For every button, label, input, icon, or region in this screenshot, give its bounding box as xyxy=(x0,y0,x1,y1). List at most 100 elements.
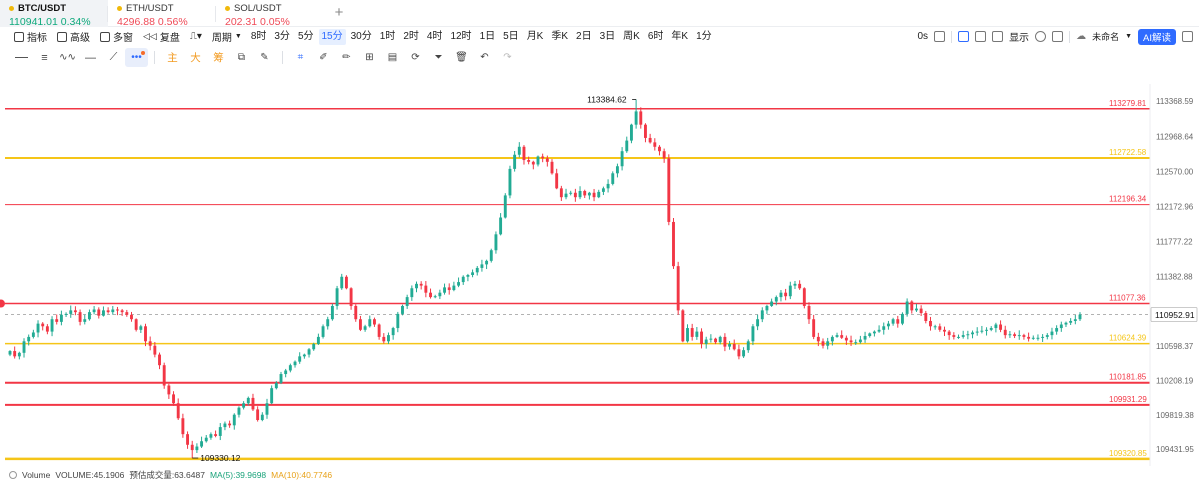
timeframe-14[interactable]: 3日 xyxy=(599,30,616,42)
multi-chart-button[interactable]: 多窗 xyxy=(95,28,138,46)
candle-body xyxy=(872,331,876,334)
timeframe-7[interactable]: 4时 xyxy=(426,30,443,42)
candlestick-chart[interactable]: 113279.81 112722.58 112196.34 111077.36 1106… xyxy=(0,84,1199,466)
ticker-tab-sol[interactable]: SOL/USDT 202.31 0.05% xyxy=(216,0,324,28)
timeframe-2[interactable]: 5分 xyxy=(297,30,314,42)
parallel-lines-tool[interactable]: ≡ xyxy=(33,48,56,67)
timeframe-10[interactable]: 5日 xyxy=(503,30,519,42)
ai-interpret-button[interactable]: AI解读 xyxy=(1138,28,1176,45)
horizontal-ray-tool[interactable] xyxy=(10,48,33,67)
candle-body xyxy=(242,403,246,408)
timeframe-8[interactable]: 12时 xyxy=(450,30,472,42)
candle-body xyxy=(461,276,465,283)
ticker-tab-eth[interactable]: ETH/USDT 4296.88 0.56% xyxy=(108,0,216,28)
redo-button[interactable]: ↷ xyxy=(496,48,519,67)
expand-icon[interactable] xyxy=(1052,31,1064,42)
timeframe-17[interactable]: 年K xyxy=(671,30,689,42)
add-tab-button[interactable]: + xyxy=(334,4,344,21)
horizontal-line-tool[interactable]: — xyxy=(79,48,102,67)
timeframe-5[interactable]: 1时 xyxy=(379,30,396,42)
filter-tool[interactable]: ⏷ xyxy=(427,48,450,67)
timeframe-18[interactable]: 1分 xyxy=(696,30,712,42)
visibility-eye-icon[interactable] xyxy=(9,471,17,479)
candle-body xyxy=(896,319,900,324)
candle-body xyxy=(419,283,423,286)
candle-body xyxy=(774,297,778,302)
advanced-button[interactable]: 高级 xyxy=(52,28,95,46)
candle-body xyxy=(578,190,582,198)
candle-body xyxy=(429,292,432,298)
undo-icon: ↶ xyxy=(480,52,489,63)
grid-layout-icon[interactable] xyxy=(1182,31,1193,42)
fullscreen-frame-icon[interactable] xyxy=(992,31,1004,42)
candle-body xyxy=(784,292,788,297)
camera-icon[interactable] xyxy=(934,31,946,42)
chart-type-button[interactable]: ⎍▾ xyxy=(185,28,207,46)
candle-body xyxy=(59,314,63,322)
more-tools-button[interactable]: ••• xyxy=(125,48,148,67)
layout-name-dropdown[interactable]: 未命名 xyxy=(1092,32,1120,42)
candle-body xyxy=(854,342,858,344)
timeframe-9[interactable]: 1日 xyxy=(479,30,496,42)
timeframe-6[interactable]: 2时 xyxy=(403,30,419,42)
gear-icon[interactable] xyxy=(1035,31,1047,42)
candle-body xyxy=(1036,337,1040,339)
delete-tool[interactable]: 🗑 xyxy=(450,48,473,67)
wave-tool[interactable]: ∿∿ xyxy=(56,48,79,67)
timeframe-12[interactable]: 季K xyxy=(551,30,569,42)
timeframe-0[interactable]: 8时 xyxy=(250,30,267,42)
crop-icon[interactable] xyxy=(975,31,987,42)
note-tool[interactable]: ▤ xyxy=(381,48,404,67)
candle-body xyxy=(1064,322,1068,325)
candle-body xyxy=(494,234,498,251)
candle-body xyxy=(559,188,563,198)
timeframe-16[interactable]: 6时 xyxy=(647,30,664,42)
main-text-tool[interactable]: 主 xyxy=(167,52,178,64)
magnet-tool[interactable]: ⟳ xyxy=(404,48,427,67)
candle-body xyxy=(485,260,489,265)
highlighter-tool[interactable]: ✏ xyxy=(335,48,358,67)
timeframe-1[interactable]: 3分 xyxy=(274,30,290,42)
crop-tool[interactable]: ⌗ xyxy=(289,48,312,67)
trend-line-tool[interactable]: ⟋ xyxy=(102,48,125,67)
edit-tool[interactable]: ✎ xyxy=(253,48,276,67)
candle-body xyxy=(298,356,302,362)
brush-tool[interactable]: ✐ xyxy=(312,48,335,67)
chip-tool[interactable]: 筹 xyxy=(213,52,224,64)
timeframe-13[interactable]: 2日 xyxy=(576,30,592,42)
candle-body xyxy=(246,397,250,404)
measure-tool[interactable]: ⊞ xyxy=(358,48,381,67)
candle-body xyxy=(695,331,699,337)
timeframe-15[interactable]: 周K xyxy=(623,30,640,42)
display-button[interactable]: 显示 xyxy=(1009,33,1030,44)
copy-tool[interactable]: ⧉ xyxy=(230,48,253,67)
timeframe-4[interactable]: 30分 xyxy=(350,30,372,42)
candle-body xyxy=(798,283,802,289)
candle-body xyxy=(181,418,185,435)
undo-button[interactable]: ↶ xyxy=(473,48,496,67)
candle-body xyxy=(1031,337,1035,339)
candle-body xyxy=(966,334,970,336)
replay-button[interactable]: ◁◁ 复盘 xyxy=(138,28,185,46)
candle-body xyxy=(256,409,260,421)
filter-icon: ⏷ xyxy=(434,52,443,63)
period-dropdown[interactable]: 周期 ▼ xyxy=(207,28,247,46)
candle-body xyxy=(307,349,311,355)
candle-body xyxy=(742,350,746,357)
large-text-tool[interactable]: 大 xyxy=(190,52,201,64)
candle-body xyxy=(223,423,227,428)
pencil-icon[interactable] xyxy=(958,31,970,42)
candle-body xyxy=(989,328,993,330)
ticker-symbol: SOL/USDT xyxy=(234,3,282,14)
indicators-button[interactable]: 指标 xyxy=(9,28,52,46)
ticker-tab-btc[interactable]: BTC/USDT 110941.01 0.34% xyxy=(0,0,108,28)
candle-body xyxy=(882,326,886,330)
timeframe-11[interactable]: 月K xyxy=(526,30,544,42)
price-tick-label: 110208.19 xyxy=(1156,376,1194,385)
wave-icon: ∿∿ xyxy=(59,52,76,63)
timeframe-3[interactable]: 15分 xyxy=(318,28,346,45)
candle-body xyxy=(587,192,591,196)
candle-body xyxy=(718,336,722,343)
candle-body xyxy=(788,285,792,297)
candle-body xyxy=(517,146,521,155)
